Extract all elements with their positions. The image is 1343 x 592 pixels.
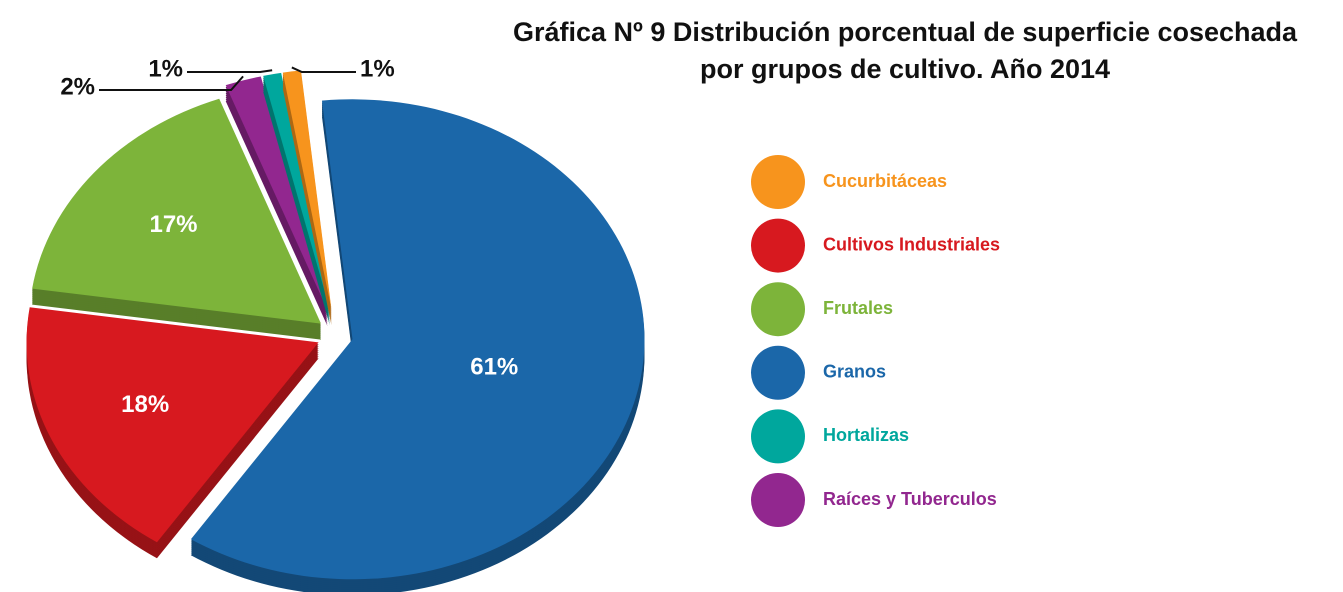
slice: [32, 98, 322, 324]
leader-line: [187, 69, 273, 73]
legend-swatch: [751, 345, 805, 400]
data-label: 2%: [60, 73, 95, 100]
slice: [190, 99, 645, 580]
data-label: 1%: [360, 55, 395, 82]
legend-label: Raíces y Tuberculos: [823, 489, 997, 509]
slice: [282, 70, 332, 310]
legend-swatch: [751, 155, 805, 209]
legend-swatch: [751, 409, 805, 464]
legend-swatch: [751, 218, 805, 273]
data-label: 1%: [148, 55, 183, 82]
slice: [26, 307, 319, 543]
slice-side: [282, 80, 332, 320]
legend-label: Cucurbitáceas: [823, 171, 947, 191]
legend-swatch: [751, 473, 805, 527]
slice-side: [282, 74, 332, 314]
legend-swatch: [751, 282, 805, 337]
slice-side: [282, 84, 332, 324]
legend-label: Cultivos Industriales: [823, 234, 1000, 254]
slice: [225, 76, 328, 311]
leader-line: [99, 75, 244, 91]
slice-side: [282, 72, 332, 312]
leader-line: [291, 66, 356, 73]
slice: [263, 72, 330, 310]
data-label: 61%: [470, 353, 518, 380]
legend-label: Hortalizas: [823, 425, 909, 445]
legend-label: Frutales: [823, 298, 893, 318]
data-label: 17%: [149, 211, 197, 238]
slice-side: [282, 86, 332, 326]
legend-label: Granos: [823, 362, 886, 382]
slice-side: [282, 82, 332, 322]
slice-side: [282, 76, 332, 316]
slice-side: [282, 78, 332, 318]
chart-title: Gráfica Nº 9 Distribución porcentual de …: [512, 17, 1298, 84]
data-label: 18%: [121, 391, 169, 418]
